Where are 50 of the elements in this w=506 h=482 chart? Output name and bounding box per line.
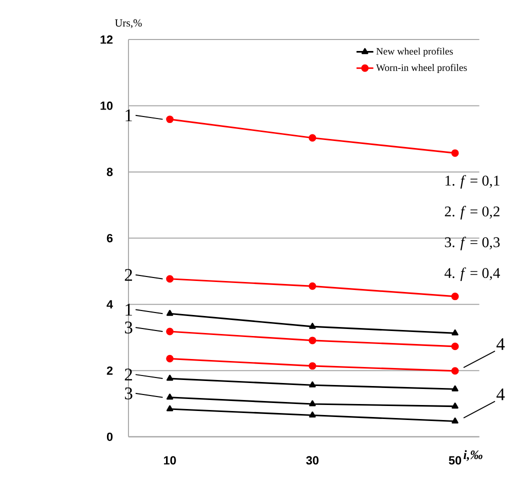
point (452, 385, 458, 392)
point (309, 322, 316, 329)
point (452, 402, 458, 408)
annotation: 4 (496, 388, 505, 400)
x-axis-title: i,‰ (464, 450, 482, 461)
x-tick-label: 30 (306, 456, 319, 464)
y-tick-label: 6 (106, 234, 113, 242)
y-tick-label: 10 (100, 101, 113, 110)
point (309, 381, 316, 388)
point (308, 336, 316, 344)
point (451, 367, 459, 375)
point (166, 394, 174, 400)
y-tick-label: 12 (100, 35, 113, 44)
point (166, 405, 174, 412)
point (166, 275, 174, 282)
legend-label: Worn-in wheel profiles (376, 64, 467, 73)
y-tick-label: 4 (106, 300, 113, 308)
annotation: 4 (496, 338, 505, 350)
legend-label: New wheel profiles (376, 48, 453, 57)
y-tick-label: 8 (106, 168, 113, 176)
annotation: 2. f = 0,2 (444, 206, 500, 220)
point (452, 329, 458, 336)
point (452, 417, 458, 424)
annotation: 1. f = 0,1 (446, 174, 500, 189)
point (451, 292, 459, 300)
x-tick-label: 10 (164, 456, 176, 464)
point (166, 115, 174, 123)
point (166, 374, 174, 381)
point (309, 411, 316, 418)
point (166, 354, 174, 362)
point (166, 310, 174, 316)
annotation: 3. f = 0,3 (444, 236, 500, 250)
x-tick-label: 50 (448, 456, 462, 464)
annotation: 3 (124, 321, 132, 334)
annotation: 4. f = 0,4 (444, 267, 500, 281)
y-axis-title: Urs,% (115, 19, 142, 28)
point (308, 134, 316, 142)
annotation: 2 (124, 268, 132, 281)
point (309, 400, 316, 406)
y-tick-label: 0 (106, 432, 113, 441)
point (451, 149, 459, 157)
point (308, 362, 316, 370)
point (308, 282, 316, 290)
annotation: 2 (124, 368, 132, 380)
annotation: 1 (126, 304, 132, 316)
annotation: 3 (124, 387, 132, 400)
annotation: 1 (126, 109, 132, 122)
y-tick-label: 2 (106, 366, 113, 375)
point (166, 328, 174, 336)
point (451, 342, 459, 350)
